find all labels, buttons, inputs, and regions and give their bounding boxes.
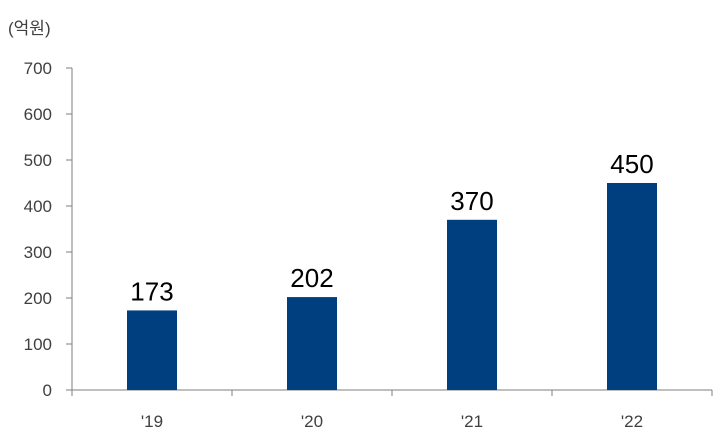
y-tick-label: 700 <box>24 59 52 78</box>
bar <box>447 219 497 390</box>
bar <box>607 183 657 390</box>
y-tick-label: 400 <box>24 197 52 216</box>
y-tick-label: 0 <box>43 381 52 400</box>
x-tick-label: '19 <box>141 412 163 431</box>
bar <box>287 297 337 390</box>
y-tick-label: 100 <box>24 335 52 354</box>
y-unit-label: (억원) <box>8 19 51 38</box>
x-tick-label: '21 <box>461 412 483 431</box>
data-label: 173 <box>130 276 173 306</box>
x-axis: '19 '20 '21 '22 <box>71 389 713 431</box>
x-tick-label: '20 <box>301 412 323 431</box>
bars <box>127 183 657 390</box>
x-tick-label: '22 <box>621 412 643 431</box>
data-labels: 173 202 370 450 <box>130 149 653 306</box>
y-tick-label: 600 <box>24 105 52 124</box>
y-tick-label: 300 <box>24 243 52 262</box>
y-tick-label: 500 <box>24 151 52 170</box>
data-label: 370 <box>450 186 493 216</box>
y-axis: 0 100 200 300 400 500 600 700 <box>24 59 73 400</box>
y-tick-label: 200 <box>24 289 52 308</box>
data-label: 202 <box>290 263 333 293</box>
bar <box>127 310 177 390</box>
data-label: 450 <box>610 149 653 179</box>
